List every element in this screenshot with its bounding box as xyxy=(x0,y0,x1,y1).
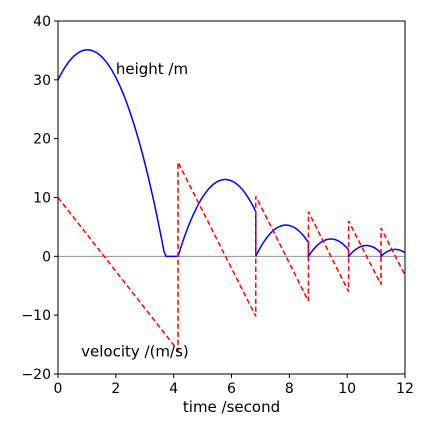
x-tick-label: 0 xyxy=(54,381,63,397)
height-line xyxy=(57,49,406,259)
x-axis-title: time /second xyxy=(183,398,280,416)
y-tick-label: 20 xyxy=(33,132,51,148)
height-annotation: height /m xyxy=(116,60,188,78)
x-tick-label: 8 xyxy=(285,381,294,397)
annotations: height /m velocity /(m/s) xyxy=(81,60,189,360)
x-tick-label: 4 xyxy=(169,381,178,397)
y-tick-label: 10 xyxy=(33,191,51,207)
velocity-annotation: velocity /(m/s) xyxy=(81,342,189,360)
y-tick-label: 40 xyxy=(33,14,51,30)
y-tick-label: −10 xyxy=(21,308,51,324)
x-tick-label: 10 xyxy=(338,381,356,397)
x-tick-label: 2 xyxy=(111,381,120,397)
y-tick-label: 30 xyxy=(33,73,51,89)
x-tick-label: 12 xyxy=(396,381,414,397)
plot-area xyxy=(57,49,406,353)
axes-frame xyxy=(57,20,406,375)
axis-ticks: 0 2 4 6 8 10 12 −20 −10 0 10 20 30 40 xyxy=(21,14,413,397)
y-tick-label: −20 xyxy=(21,367,51,383)
y-tick-label: 0 xyxy=(42,249,51,265)
x-tick-label: 6 xyxy=(227,381,236,397)
velocity-line xyxy=(57,161,406,353)
